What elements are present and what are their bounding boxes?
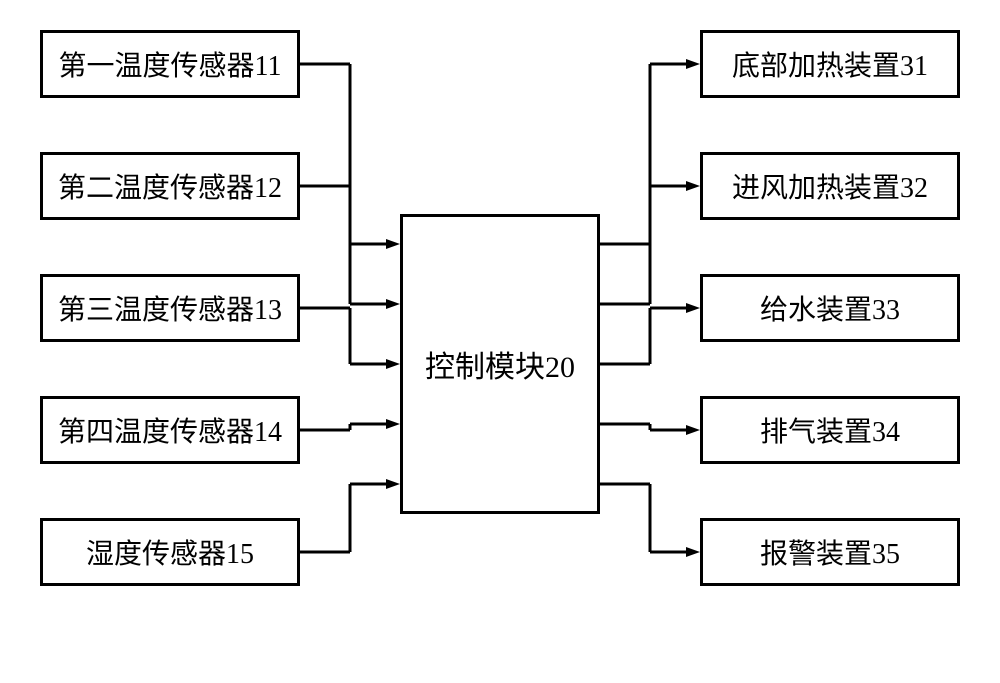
humidity-sensor-box: 湿度传感器15 <box>40 518 300 586</box>
inlet-heater-label: 进风加热装置32 <box>732 166 928 206</box>
water-supply-box: 给水装置33 <box>700 274 960 342</box>
inlet-heater-box: 进风加热装置32 <box>700 152 960 220</box>
temp-sensor-1-box: 第一温度传感器11 <box>40 30 300 98</box>
diagram-canvas: 控制模块20 第一温度传感器11 第二温度传感器12 第三温度传感器13 第四温… <box>0 0 1000 683</box>
temp-sensor-4-box: 第四温度传感器14 <box>40 396 300 464</box>
exhaust-device-box: 排气装置34 <box>700 396 960 464</box>
alarm-device-label: 报警装置35 <box>760 532 900 572</box>
humidity-sensor-label: 湿度传感器15 <box>86 532 254 572</box>
control-module-box: 控制模块20 <box>400 214 600 514</box>
alarm-device-box: 报警装置35 <box>700 518 960 586</box>
bottom-heater-box: 底部加热装置31 <box>700 30 960 98</box>
exhaust-device-label: 排气装置34 <box>760 410 900 450</box>
control-module-label: 控制模块20 <box>425 342 575 386</box>
temp-sensor-3-box: 第三温度传感器13 <box>40 274 300 342</box>
bottom-heater-label: 底部加热装置31 <box>732 44 928 84</box>
temp-sensor-1-label: 第一温度传感器11 <box>59 44 282 84</box>
temp-sensor-2-label: 第二温度传感器12 <box>58 166 282 206</box>
temp-sensor-4-label: 第四温度传感器14 <box>58 410 282 450</box>
temp-sensor-2-box: 第二温度传感器12 <box>40 152 300 220</box>
water-supply-label: 给水装置33 <box>760 288 900 328</box>
temp-sensor-3-label: 第三温度传感器13 <box>58 288 282 328</box>
